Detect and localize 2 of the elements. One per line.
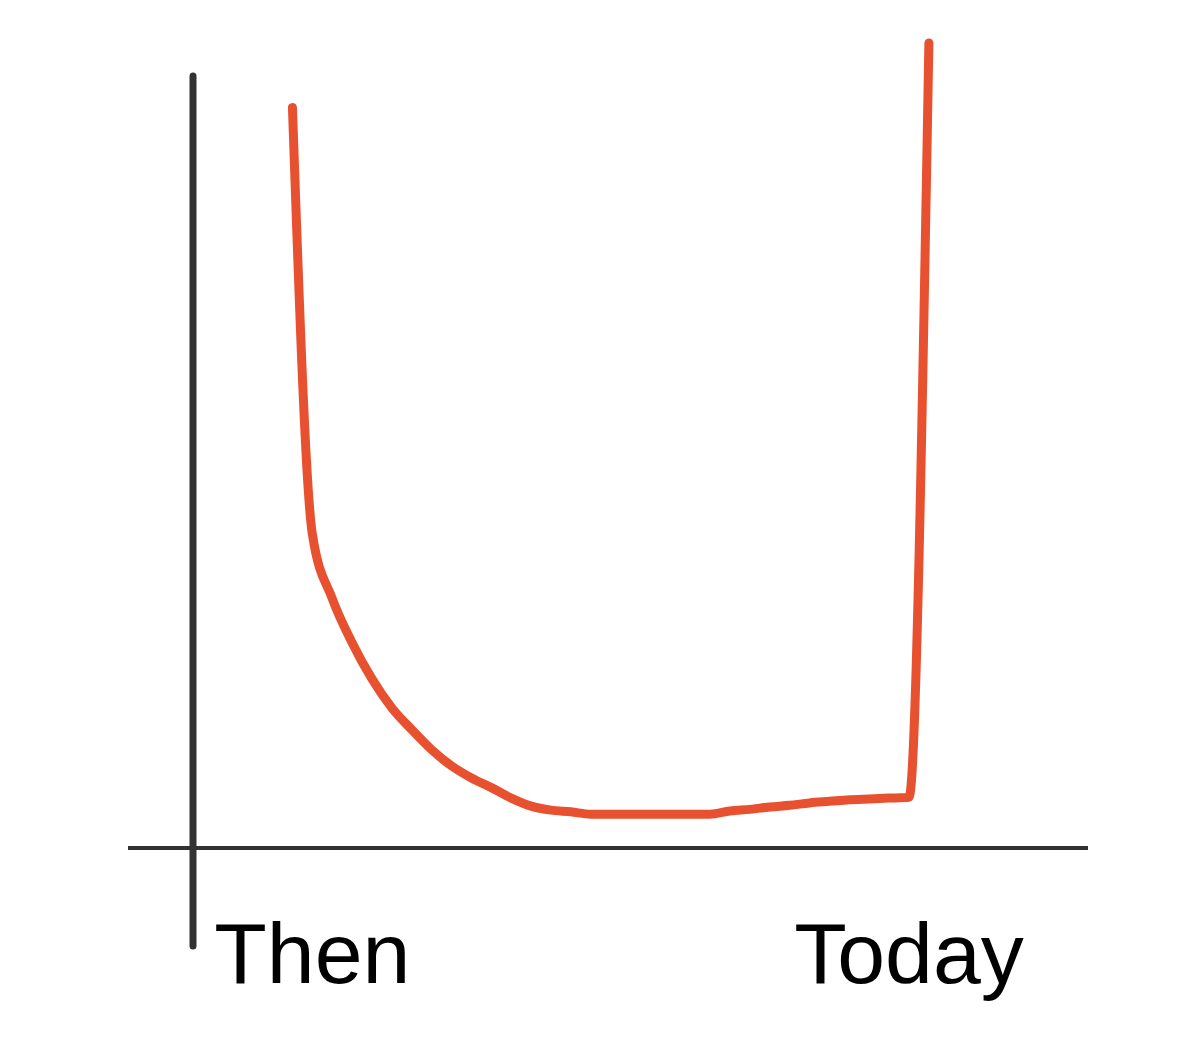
- x-tick-label: Then: [214, 905, 411, 1001]
- x-tick-label: Today: [794, 905, 1024, 1001]
